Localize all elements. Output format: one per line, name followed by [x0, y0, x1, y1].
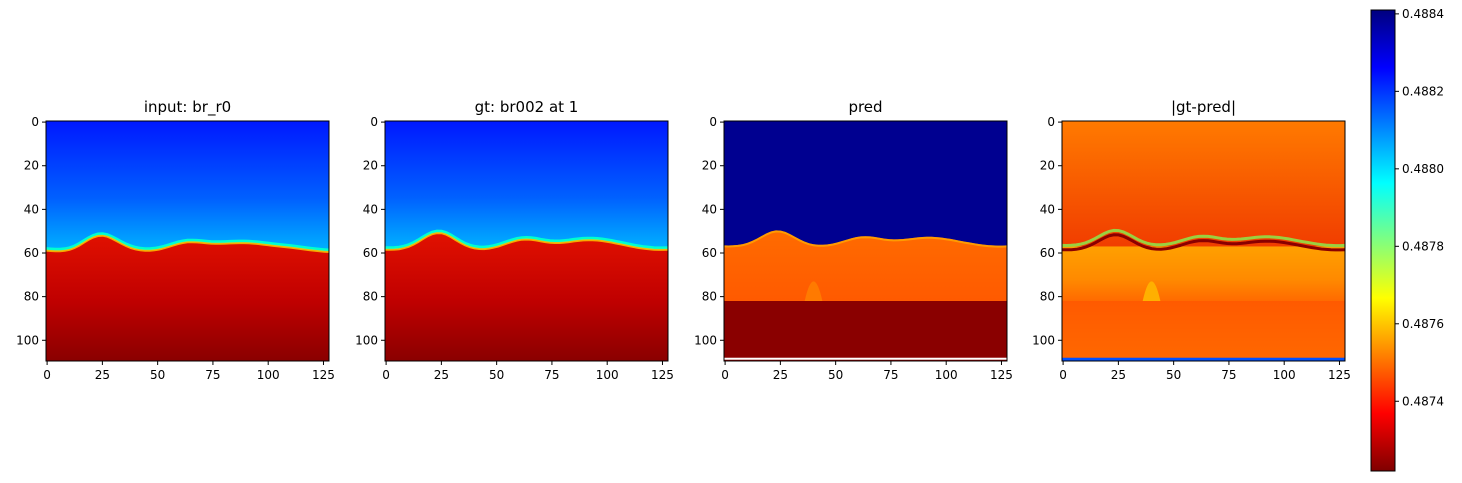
x-tick-label: 75 — [205, 368, 220, 382]
axes-frame — [1061, 120, 1346, 362]
x-tick-label: 0 — [382, 368, 390, 382]
y-tick-label: 40 — [24, 202, 39, 216]
x-tick-label: 25 — [773, 368, 788, 382]
subplot-title: gt: br002 at 1 — [475, 98, 579, 116]
x-tick-label: 100 — [935, 368, 958, 382]
subplot-title: pred — [848, 98, 882, 116]
x-tick-label: 25 — [95, 368, 110, 382]
y-tick-label: 60 — [24, 246, 39, 260]
x-tick-label: 50 — [489, 368, 504, 382]
x-tick-label: 125 — [1328, 368, 1351, 382]
subplot-2: gt: br002 at 1 0 25 50 75 100 125 0 20 40 60 80 100 — [355, 98, 674, 382]
x-tick-label: 100 — [257, 368, 280, 382]
y-tick-label: 20 — [702, 159, 717, 173]
y-tick-label: 100 — [694, 333, 717, 347]
axes-frame — [45, 120, 330, 362]
y-tick-label: 80 — [24, 290, 39, 304]
y-tick-label: 20 — [24, 159, 39, 173]
x-tick-label: 125 — [990, 368, 1013, 382]
y-tick-label: 0 — [709, 115, 717, 129]
x-tick-label: 50 — [828, 368, 843, 382]
axes-frame — [384, 120, 669, 362]
y-tick-label: 60 — [702, 246, 717, 260]
subplot-3: pred 0 25 50 75 100 125 0 20 40 60 80 100 — [694, 98, 1013, 382]
x-tick-label: 50 — [1166, 368, 1181, 382]
heatmap-image — [46, 121, 329, 361]
y-tick-label: 40 — [363, 202, 378, 216]
y-tick-label: 60 — [363, 246, 378, 260]
colorbar-tick-label: 0.4882 — [1402, 84, 1444, 98]
y-tick-label: 40 — [1040, 202, 1055, 216]
y-tick-label: 0 — [370, 115, 378, 129]
y-tick-label: 80 — [363, 290, 378, 304]
heatmap-image — [385, 121, 668, 361]
colorbar-tick-label: 0.4874 — [1402, 394, 1444, 408]
y-tick-label: 80 — [702, 290, 717, 304]
colorbar-tick-label: 0.4884 — [1402, 7, 1444, 21]
x-tick-label: 100 — [596, 368, 619, 382]
y-tick-label: 80 — [1040, 290, 1055, 304]
x-tick-label: 125 — [312, 368, 335, 382]
x-tick-label: 25 — [434, 368, 449, 382]
x-tick-label: 75 — [1221, 368, 1236, 382]
x-tick-label: 0 — [721, 368, 729, 382]
y-tick-label: 0 — [1047, 115, 1055, 129]
heatmap-image — [724, 121, 1007, 361]
y-tick-label: 40 — [702, 202, 717, 216]
subplot-4: |gt-pred| 0 25 50 75 100 125 0 20 40 60 80 100 — [1032, 98, 1351, 382]
colorbar-tick-label: 0.4878 — [1402, 239, 1444, 253]
x-tick-label: 50 — [150, 368, 165, 382]
y-tick-label: 20 — [363, 159, 378, 173]
x-tick-label: 75 — [544, 368, 559, 382]
x-tick-label: 100 — [1273, 368, 1296, 382]
subplot-title: input: br_r0 — [144, 98, 231, 117]
y-tick-label: 60 — [1040, 246, 1055, 260]
colorbar: 0.4874 0.4876 0.4878 0.4880 0.4882 0.4884 — [1370, 7, 1444, 472]
y-tick-label: 0 — [31, 115, 39, 129]
subplot-1: input: br_r0 0 25 50 75 100 125 0 20 40 60 80 100 — [16, 98, 335, 382]
y-tick-label: 100 — [16, 333, 39, 347]
colorbar-gradient — [1371, 10, 1395, 471]
x-tick-label: 25 — [1111, 368, 1126, 382]
colorbar-tick-label: 0.4880 — [1402, 162, 1444, 176]
y-tick-label: 100 — [355, 333, 378, 347]
x-tick-label: 75 — [883, 368, 898, 382]
colorbar-tick-label: 0.4876 — [1402, 317, 1444, 331]
y-tick-label: 100 — [1032, 333, 1055, 347]
x-tick-label: 125 — [651, 368, 674, 382]
axes-frame — [723, 120, 1008, 362]
x-tick-label: 0 — [43, 368, 51, 382]
colorbar-frame — [1370, 9, 1396, 472]
heatmap-image — [1062, 121, 1345, 361]
x-tick-label: 0 — [1059, 368, 1067, 382]
y-tick-label: 20 — [1040, 159, 1055, 173]
subplot-title: |gt-pred| — [1171, 98, 1236, 116]
